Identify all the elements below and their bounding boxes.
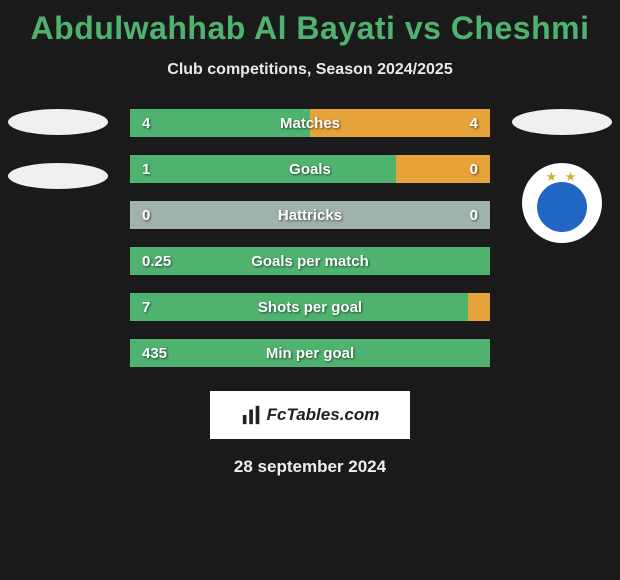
stat-bar-row: Goals1 0 xyxy=(130,155,490,183)
bar-value-left: 0 xyxy=(142,201,150,229)
right-club-logo: ★ ★ xyxy=(522,163,602,243)
stat-bar-row: Matches4 4 xyxy=(130,109,490,137)
club-stars: ★ ★ xyxy=(546,169,579,185)
fctables-label: FcTables.com xyxy=(267,405,380,425)
bar-label: Shots per goal xyxy=(130,293,490,321)
bar-value-left: 1 xyxy=(142,155,150,183)
bar-value-left: 0.25 xyxy=(142,247,171,275)
bar-label: Hattricks xyxy=(130,201,490,229)
bar-value-left: 7 xyxy=(142,293,150,321)
subtitle: Club competitions, Season 2024/2025 xyxy=(0,61,620,79)
bar-label: Goals per match xyxy=(130,247,490,275)
stat-bar-row: Min per goal435 xyxy=(130,339,490,367)
bar-value-right: 4 xyxy=(470,109,478,137)
page-title: Abdulwahhab Al Bayati vs Cheshmi xyxy=(0,0,620,47)
bar-value-right: 0 xyxy=(470,201,478,229)
right-player-photo-placeholder xyxy=(512,109,612,135)
left-player-badges xyxy=(8,109,108,217)
fctables-watermark: FcTables.com xyxy=(210,391,410,439)
bar-label: Min per goal xyxy=(130,339,490,367)
stat-bars: Matches44Goals10Hattricks00Goals per mat… xyxy=(130,109,490,367)
stat-bar-row: Goals per match0.25 xyxy=(130,247,490,275)
bar-label: Goals xyxy=(130,155,490,183)
right-player-badges: ★ ★ xyxy=(512,109,612,243)
left-player-photo-placeholder xyxy=(8,109,108,135)
left-club-logo-placeholder xyxy=(8,163,108,189)
stat-bar-row: Hattricks0 0 xyxy=(130,201,490,229)
bar-value-right: 0 xyxy=(470,155,478,183)
club-crest-inner xyxy=(537,182,587,232)
stat-bar-row: Shots per goal7 xyxy=(130,293,490,321)
date-label: 28 september 2024 xyxy=(0,457,620,477)
fctables-icon xyxy=(241,404,263,426)
bar-value-left: 435 xyxy=(142,339,167,367)
bar-label: Matches xyxy=(130,109,490,137)
comparison-content: ★ ★ Matches44Goals10Hattricks00Goals per… xyxy=(0,109,620,367)
bar-value-left: 4 xyxy=(142,109,150,137)
